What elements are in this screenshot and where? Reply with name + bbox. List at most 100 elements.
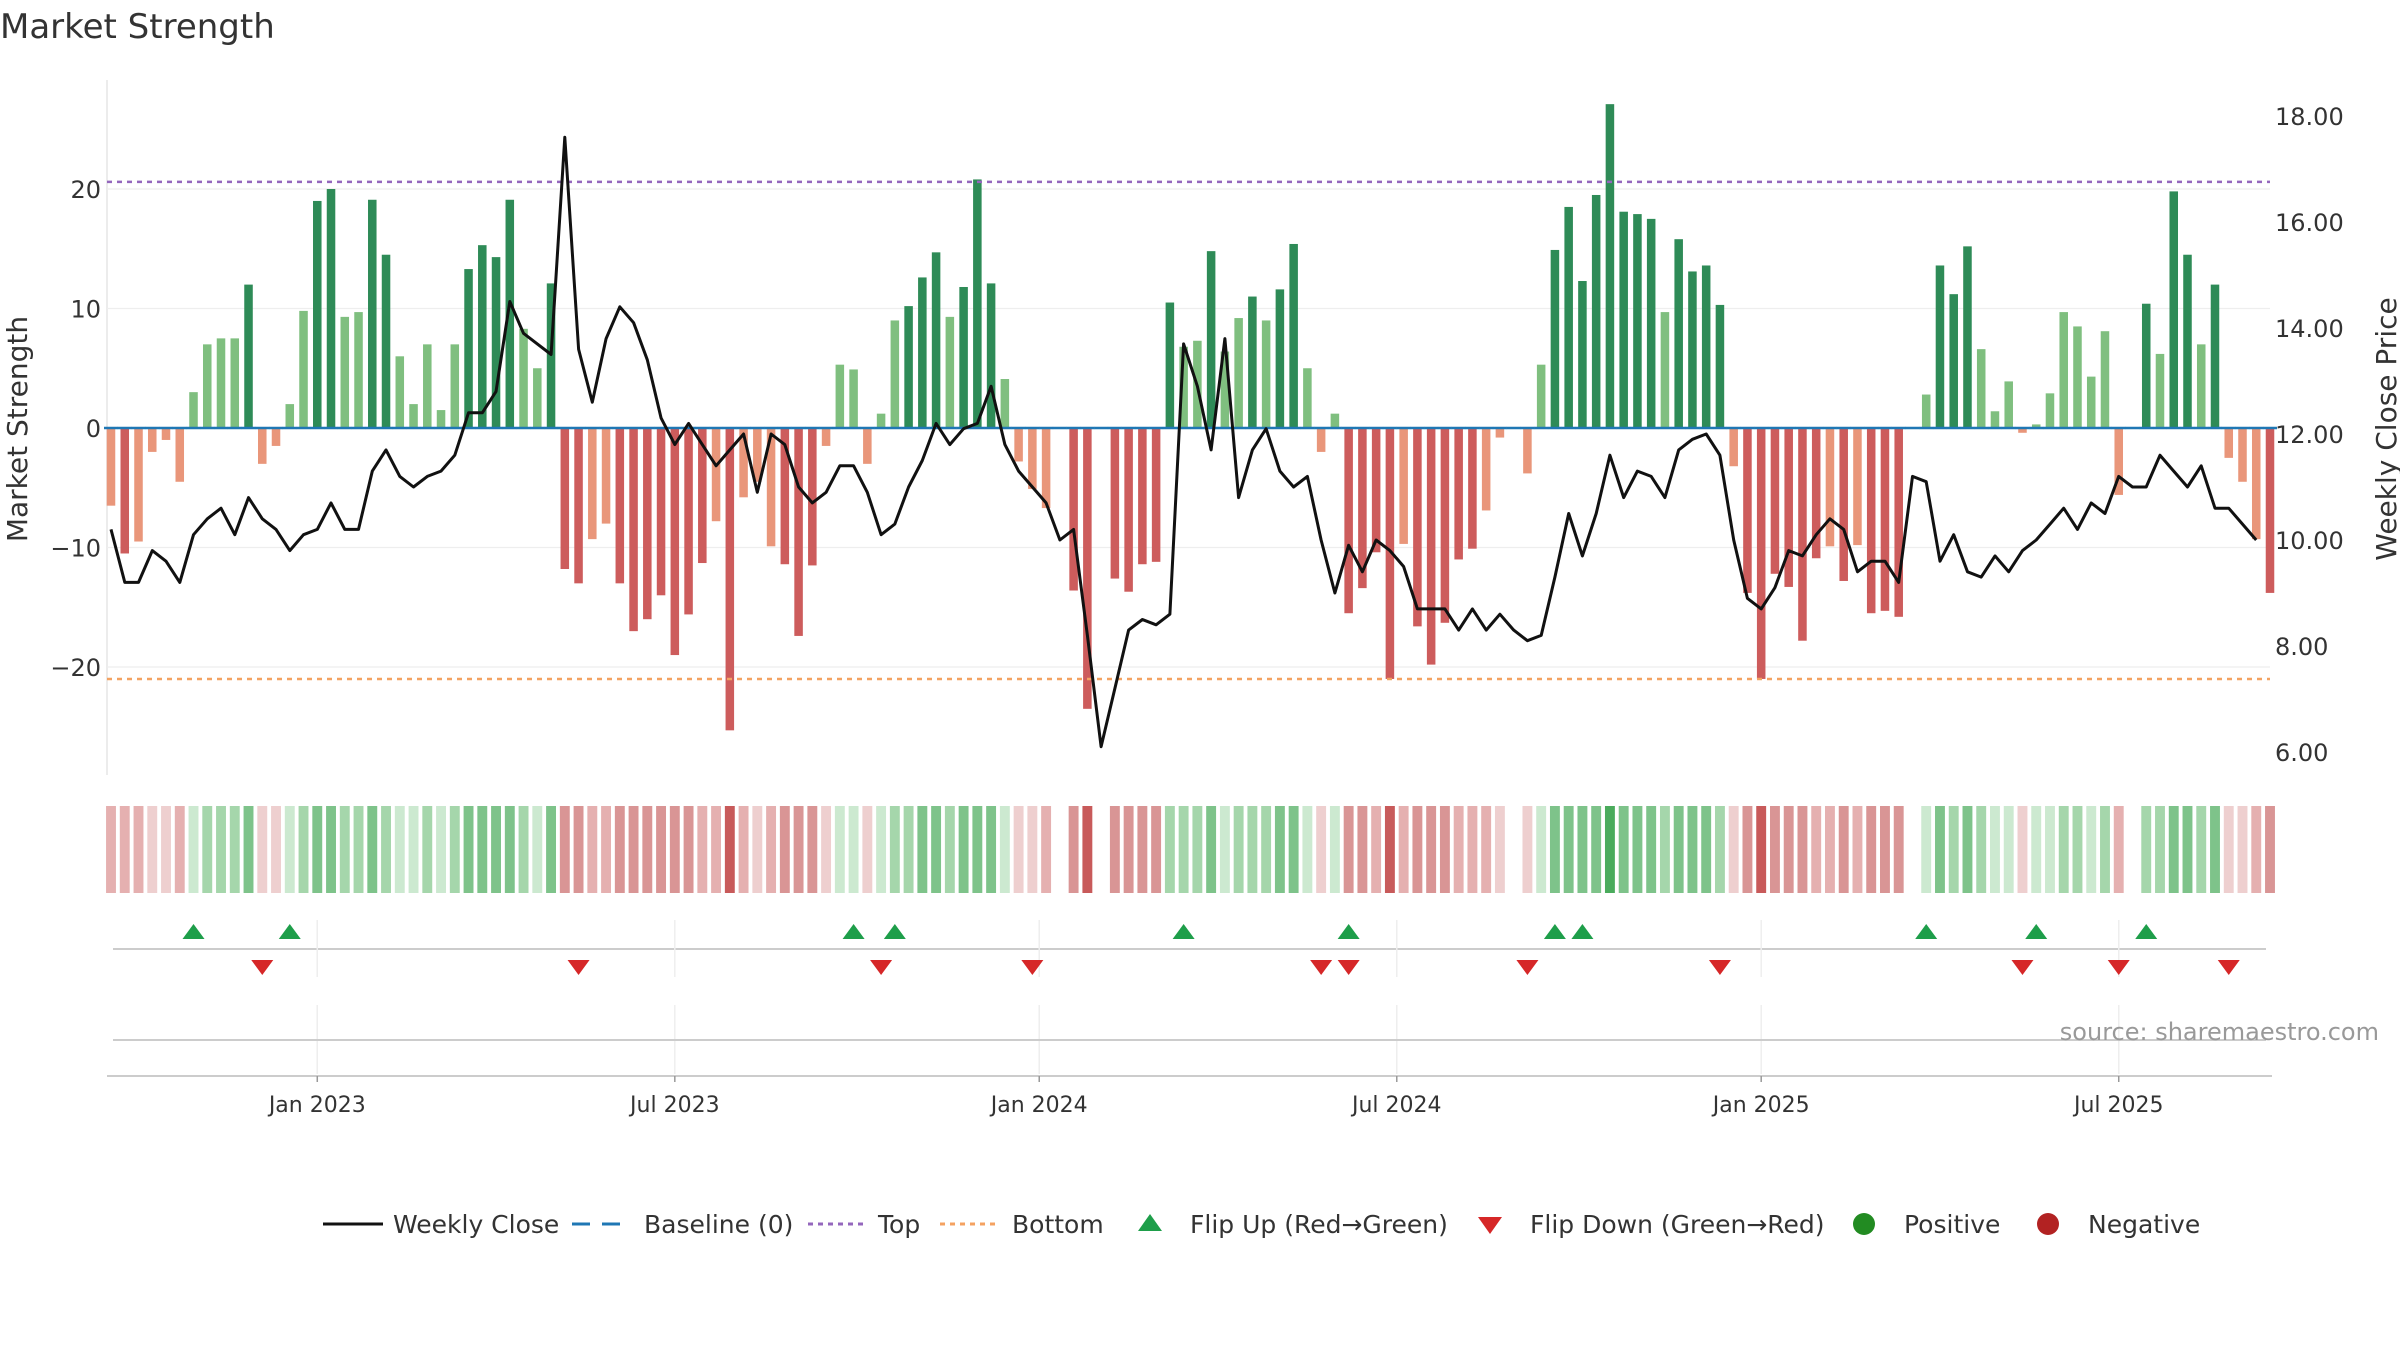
flip-down-marker xyxy=(870,960,893,975)
flip-up-marker xyxy=(1915,924,1938,939)
strength-bar xyxy=(560,428,570,570)
strength-bar xyxy=(1014,428,1023,462)
heat-cell xyxy=(188,806,199,893)
strength-bar xyxy=(1440,428,1450,623)
heat-cell xyxy=(683,806,694,893)
strength-bar xyxy=(1454,428,1463,560)
strength-bar xyxy=(890,320,900,428)
strength-bar xyxy=(1275,289,1285,428)
lower-panel xyxy=(113,1005,2266,1074)
left-tick-label: 20 xyxy=(70,176,101,204)
strength-bar xyxy=(2238,428,2247,482)
strength-bar xyxy=(1839,428,1848,581)
legend-item: Weekly Close xyxy=(323,1210,559,1239)
strength-bar xyxy=(973,179,982,428)
strength-bar xyxy=(863,428,872,464)
level-lines xyxy=(104,180,2277,681)
strength-bar xyxy=(766,428,776,547)
legend-item: Baseline (0) xyxy=(572,1210,793,1239)
strength-bar xyxy=(1041,428,1051,509)
heat-cell xyxy=(1137,806,1148,893)
strength-bar xyxy=(1344,428,1353,614)
heat-cell xyxy=(1838,806,1849,893)
strength-bar xyxy=(1935,265,1945,428)
heat-cell xyxy=(1068,806,1079,893)
main-plot: 20 10 0 −10 −20 6.00 8.00 10.00 12.00 14.00 16.00… xyxy=(1,80,2400,775)
strength-bar xyxy=(1426,428,1436,665)
flip-up-marker xyxy=(1172,924,1195,939)
heat-cell xyxy=(793,806,804,893)
strength-bar xyxy=(1701,265,1711,428)
heat-cell xyxy=(463,806,474,893)
heat-cell xyxy=(1797,806,1808,893)
strength-bar xyxy=(835,364,845,428)
heat-cell xyxy=(2003,806,2014,893)
heat-cell xyxy=(766,806,777,893)
heat-cell xyxy=(2113,806,2124,893)
strength-bar xyxy=(120,428,130,554)
strength-bar xyxy=(574,428,583,584)
flip-down-marker xyxy=(2217,960,2240,975)
heat-cell xyxy=(958,806,969,893)
strength-bar xyxy=(684,428,693,615)
flip-down-marker xyxy=(567,960,590,975)
strength-bar xyxy=(2018,428,2027,433)
strength-bar xyxy=(1894,428,1903,617)
heat-cell xyxy=(2155,806,2165,893)
strength-bar xyxy=(216,338,226,428)
strength-bar xyxy=(533,368,542,428)
heat-cell xyxy=(2031,806,2042,893)
strength-bar xyxy=(1289,243,1298,428)
heat-cell xyxy=(1549,806,1560,893)
heat-cell xyxy=(381,806,391,893)
strength-bar xyxy=(1660,312,1670,428)
strength-bar xyxy=(2196,344,2206,428)
heat-cell xyxy=(1302,806,1313,893)
strength-bar xyxy=(2251,428,2261,540)
heat-cell xyxy=(284,806,295,893)
strength-bar xyxy=(505,199,515,428)
heat-cell xyxy=(408,806,419,893)
flip-down-marker xyxy=(2107,960,2130,975)
left-tick-label: 0 xyxy=(86,415,101,443)
strength-bar xyxy=(2073,326,2082,428)
heat-cell xyxy=(1357,806,1368,893)
strength-bar xyxy=(698,428,707,564)
heat-cell xyxy=(2100,806,2110,893)
legend-label: Positive xyxy=(1904,1210,2000,1239)
strength-bar xyxy=(1385,428,1395,679)
flip-down-marker xyxy=(251,960,274,975)
heat-cell xyxy=(1728,806,1739,893)
strength-bar xyxy=(1028,428,1037,489)
strength-bar xyxy=(1399,428,1408,544)
heat-cell xyxy=(2086,806,2097,893)
strength-bar xyxy=(2183,254,2192,428)
heat-cell xyxy=(1233,806,1244,893)
heat-cell xyxy=(119,806,130,893)
strength-bar xyxy=(1069,428,1078,591)
strength-bar xyxy=(1124,428,1133,592)
right-tick-label: 8.00 xyxy=(2275,633,2328,661)
right-tick-label: 12.00 xyxy=(2275,421,2344,449)
strength-bar xyxy=(656,428,666,596)
heat-cell xyxy=(1893,806,1904,893)
strength-bar xyxy=(904,306,913,428)
heat-cell xyxy=(504,806,515,893)
legend-item: Positive xyxy=(1853,1210,2000,1239)
heat-cell xyxy=(161,806,171,893)
flip-down-marker xyxy=(1516,960,1539,975)
heat-cell xyxy=(326,806,336,893)
strength-bar xyxy=(2086,376,2096,428)
legend-item: Flip Up (Red→Green) xyxy=(1138,1210,1448,1239)
strength-bar xyxy=(2004,381,2013,428)
strength-bar xyxy=(1770,428,1780,574)
strength-bar xyxy=(821,428,831,446)
heat-cell xyxy=(2141,806,2152,893)
flip-up-marker xyxy=(842,924,865,939)
x-tick-label: Jan 2024 xyxy=(989,1093,1088,1118)
strength-bar xyxy=(368,199,377,428)
strength-bar xyxy=(1949,294,1958,428)
heat-cell xyxy=(1990,806,2000,893)
heat-cell xyxy=(298,806,309,893)
strength-bar xyxy=(1206,251,1216,428)
